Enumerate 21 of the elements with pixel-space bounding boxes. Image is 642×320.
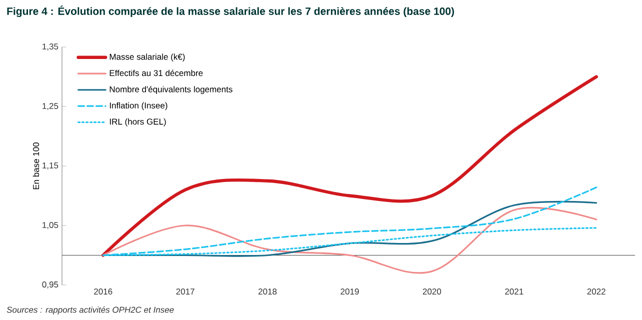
legend-label: IRL (hors GEL): [110, 118, 166, 126]
y-tick-label: 1,15: [42, 162, 58, 170]
x-tick-label: 2018: [258, 288, 277, 295]
legend-label: Inflation (Insee): [110, 102, 168, 110]
x-tick-label: 2019: [340, 288, 359, 295]
x-tick-label: 2016: [94, 288, 112, 295]
legend-label: Nombre d'équivalents logements: [110, 86, 232, 94]
source-note: Sources : rapports activités OPH2C et Insee: [6, 306, 174, 314]
y-tick-label: 1,25: [42, 102, 58, 110]
legend-label: Masse salariale (k€): [110, 54, 185, 62]
line-series: [102, 75, 598, 257]
y-tick-label: 1,35: [42, 43, 58, 51]
x-tick-label: 2022: [587, 288, 606, 295]
chart-title: Figure 4 : Évolution comparée de la masse salariale sur les 7 dernières années (base 100): [7, 6, 454, 18]
legend-label: Effectifs au 31 décembre: [110, 70, 203, 76]
y-axis-title: En base 100: [32, 142, 40, 190]
y-tick-label: 1,05: [42, 222, 58, 229]
y-tick-label: 0,95: [42, 281, 58, 288]
x-tick-label: 2017: [176, 288, 194, 295]
x-tick-label: 2021: [505, 288, 524, 295]
x-tick-label: 2020: [422, 288, 442, 295]
